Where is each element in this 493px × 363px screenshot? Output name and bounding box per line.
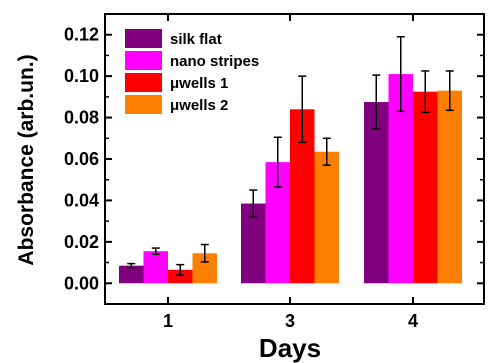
legend: silk flat nano stripes μwells 1 μwells 2 xyxy=(125,29,259,114)
bar xyxy=(143,251,168,284)
bar xyxy=(314,151,339,284)
y-tick-label: 0.12 xyxy=(64,25,99,45)
y-tick-label: 0.10 xyxy=(64,66,99,86)
legend-label: μwells 1 xyxy=(170,75,228,92)
legend-swatch xyxy=(125,95,162,114)
legend-label: silk flat xyxy=(170,31,222,48)
bar xyxy=(119,265,144,284)
x-axis-ticks: 1 3 4 xyxy=(163,14,418,331)
x-tick-label: 3 xyxy=(285,311,295,331)
x-tick-label: 4 xyxy=(408,311,418,331)
y-tick-label: 0.08 xyxy=(64,108,99,128)
y-axis-ticks: 0.00 0.02 0.04 0.06 0.08 0.10 0.12 xyxy=(64,13,484,293)
legend-swatch xyxy=(125,51,162,70)
bars-layer xyxy=(119,74,462,284)
bar xyxy=(168,269,193,284)
y-tick-label: 0.02 xyxy=(64,232,99,252)
bar xyxy=(364,102,389,284)
x-tick-label: 1 xyxy=(163,311,173,331)
legend-label: nano stripes xyxy=(170,53,259,70)
bar xyxy=(413,91,438,284)
y-tick-label: 0.00 xyxy=(64,273,99,293)
error-bars-layer xyxy=(127,36,454,276)
legend-swatch xyxy=(125,73,162,92)
x-axis-title: Days xyxy=(259,333,321,363)
bar xyxy=(437,90,462,284)
y-tick-label: 0.04 xyxy=(64,190,99,210)
y-tick-label: 0.06 xyxy=(64,149,99,169)
legend-label: μwells 2 xyxy=(170,97,228,114)
legend-swatch xyxy=(125,29,162,48)
y-axis-title: Absorbance (arb.un.) xyxy=(15,54,38,265)
